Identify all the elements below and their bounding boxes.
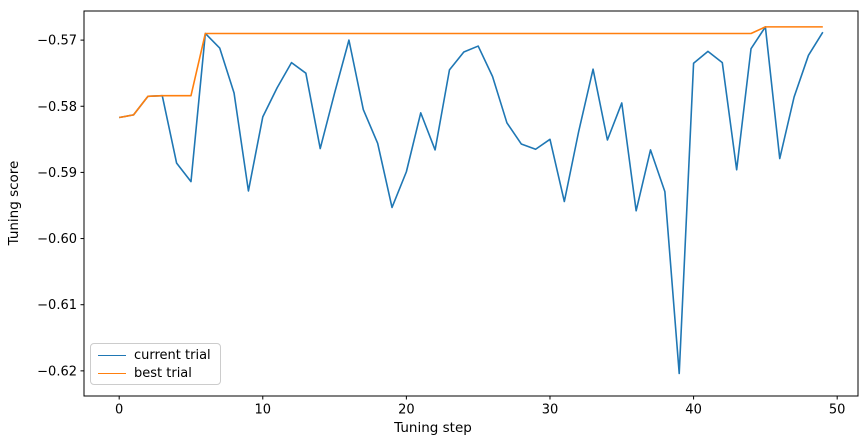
legend-label-current-trial: current trial: [134, 347, 211, 363]
svg-text:−0.62: −0.62: [37, 364, 77, 379]
legend-entry-current-trial: current trial: [98, 348, 212, 363]
svg-text:−0.60: −0.60: [37, 232, 77, 247]
svg-text:0: 0: [115, 403, 123, 418]
svg-text:50: 50: [829, 403, 846, 418]
svg-text:30: 30: [542, 403, 559, 418]
svg-text:40: 40: [685, 403, 702, 418]
svg-text:−0.58: −0.58: [37, 100, 77, 115]
legend-label-best-trial: best trial: [134, 365, 192, 381]
legend-line-current-trial-icon: [98, 354, 126, 356]
svg-text:−0.57: −0.57: [37, 34, 77, 49]
legend-line-best-trial-icon: [98, 372, 126, 374]
legend-entry-best-trial: best trial: [98, 366, 212, 381]
x-axis-label: Tuning step: [394, 420, 472, 436]
legend: current trial best trial: [90, 343, 221, 385]
svg-text:−0.61: −0.61: [37, 298, 77, 313]
svg-text:10: 10: [255, 403, 272, 418]
svg-text:20: 20: [398, 403, 415, 418]
svg-text:−0.59: −0.59: [37, 166, 77, 181]
y-axis-label: Tuning score: [6, 160, 22, 246]
